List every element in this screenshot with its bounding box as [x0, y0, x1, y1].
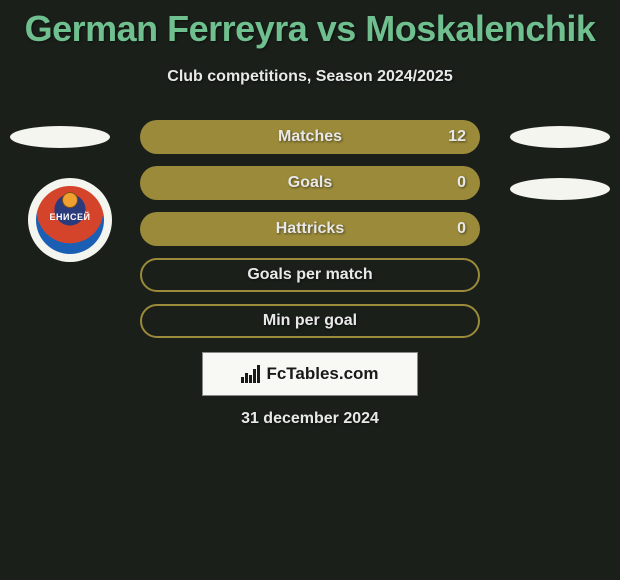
stat-value-right: 12 — [448, 128, 466, 146]
club-name-text: ЕНИСЕЙ — [50, 212, 91, 222]
stat-row-goals-per-match: Goals per match — [140, 258, 480, 292]
stat-label: Matches — [278, 128, 342, 146]
stat-row-hattricks: Hattricks 0 — [140, 212, 480, 246]
stat-row-goals: Goals 0 — [140, 166, 480, 200]
stat-label: Goals per match — [247, 266, 372, 284]
stat-label: Hattricks — [276, 220, 344, 238]
club-badge: ЕНИСЕЙ — [28, 178, 112, 262]
stat-row-min-per-goal: Min per goal — [140, 304, 480, 338]
player-left-ellipse — [10, 126, 110, 148]
stat-row-matches: Matches 12 — [140, 120, 480, 154]
club-ball-icon — [62, 192, 78, 208]
club-badge-inner: ЕНИСЕЙ — [36, 186, 104, 254]
stats-area: Matches 12 Goals 0 Hattricks 0 Goals per… — [140, 120, 480, 350]
player-right-ellipse — [510, 126, 610, 148]
stat-label: Min per goal — [263, 312, 357, 330]
branding-box[interactable]: FcTables.com — [202, 352, 418, 396]
date-line: 31 december 2024 — [0, 410, 620, 428]
chart-icon — [241, 365, 260, 383]
stat-value-right: 0 — [457, 220, 466, 238]
branding-text: FcTables.com — [266, 364, 378, 384]
page-title: German Ferreyra vs Moskalenchik — [0, 0, 620, 50]
player-right-ellipse-2 — [510, 178, 610, 200]
page-subtitle: Club competitions, Season 2024/2025 — [0, 68, 620, 86]
stat-value-right: 0 — [457, 174, 466, 192]
stat-label: Goals — [288, 174, 332, 192]
